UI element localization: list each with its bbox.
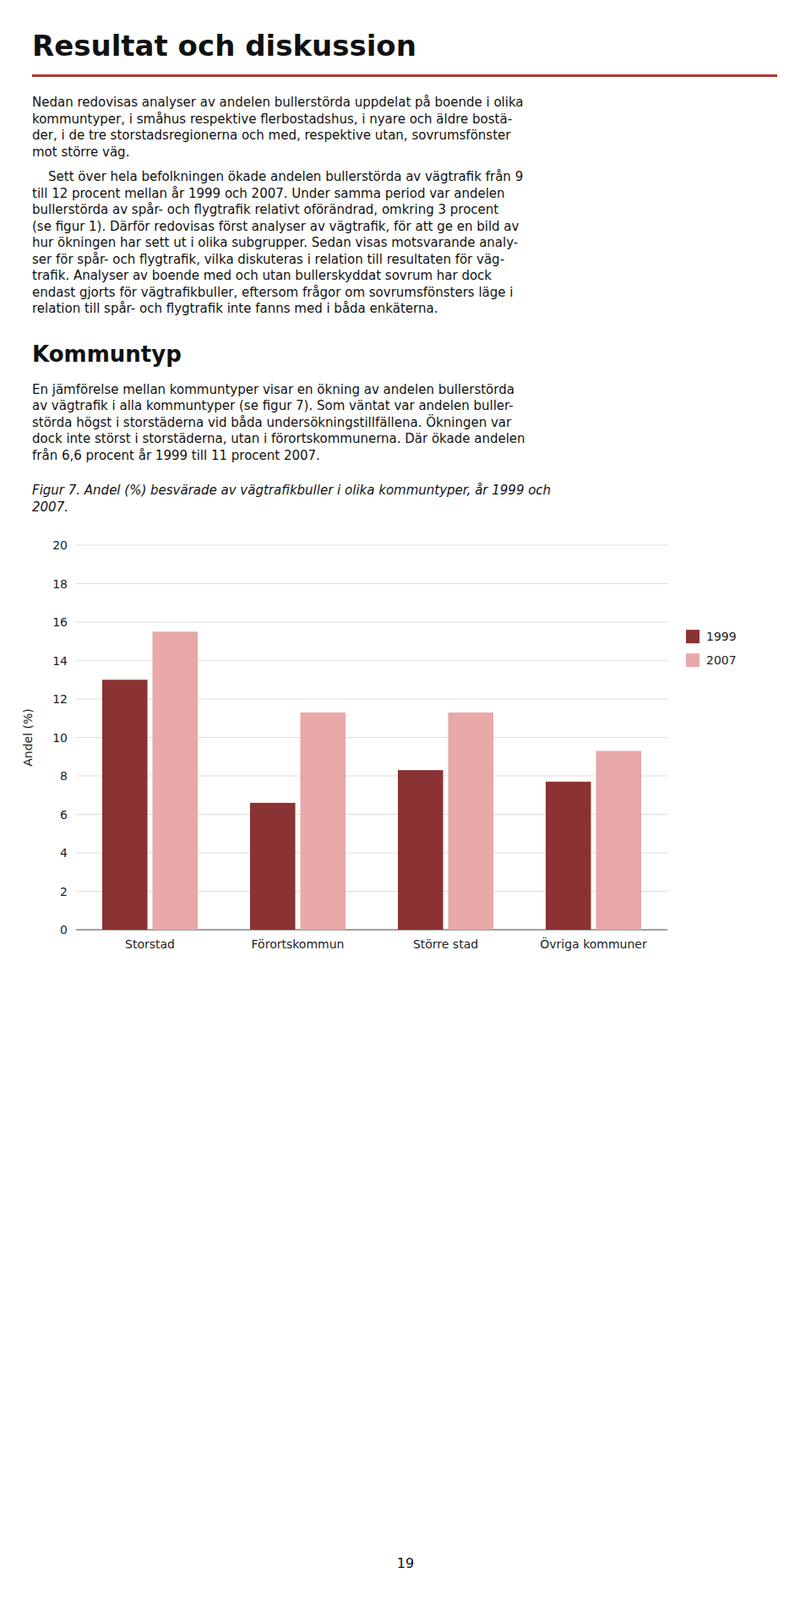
paragraph-line: ser för spår- och flygtrafik, vilka disk… <box>32 251 505 269</box>
y-tick-label: 8 <box>59 768 68 783</box>
grid-line <box>76 621 668 623</box>
bar <box>397 769 444 930</box>
bar <box>595 750 642 930</box>
legend-swatch <box>685 629 700 643</box>
bar <box>299 712 346 930</box>
title-rule <box>32 74 778 77</box>
bar <box>152 631 198 930</box>
paragraph-line: En jämförelse mellan kommuntyper visar e… <box>32 381 515 399</box>
y-tick-label: 14 <box>52 653 68 668</box>
y-axis-label: Andel (%) <box>21 707 35 767</box>
paragraph-line: (se figur 1). Därför redovisas först ana… <box>32 218 519 236</box>
y-tick-label: 18 <box>52 576 68 591</box>
x-tick-label: Större stad <box>413 936 479 951</box>
caption-line: Figur 7. Andel (%) besvärade av vägtrafi… <box>32 482 551 500</box>
y-tick-label: 12 <box>52 691 68 706</box>
y-tick-label: 20 <box>52 538 68 552</box>
grid-line <box>76 544 668 546</box>
legend-label: 1999 <box>706 629 737 643</box>
paragraph-line: mot större väg. <box>32 144 130 162</box>
y-tick-label: 4 <box>59 845 68 860</box>
y-tick-label: 16 <box>52 615 68 629</box>
paragraph-line: störda högst i storstäderna vid båda und… <box>32 414 512 432</box>
bar <box>102 679 148 930</box>
bars <box>102 631 642 930</box>
legend-label: 2007 <box>706 653 737 667</box>
page-title: Resultat och diskussion <box>32 28 417 63</box>
paragraph-line: hur ökningen har sett ut i olika subgrup… <box>32 234 518 252</box>
legend: 1999 2007 <box>685 629 737 667</box>
section-title: Kommuntyp <box>32 341 182 367</box>
y-tick-label: 2 <box>59 884 68 899</box>
paragraph-line: av vägtrafik i alla kommuntyper (se figu… <box>32 397 514 415</box>
y-tick-label: 6 <box>59 807 68 822</box>
paragraph-line: Nedan redovisas analyser av andelen bull… <box>32 94 524 112</box>
paragraph-line: bullerstörda av spår- och flygtrafik rel… <box>32 201 499 219</box>
page: { "title": "Resultat och diskussion", "p… <box>0 0 811 1600</box>
bar <box>545 781 592 930</box>
x-tick-label: Övriga kommuner <box>539 936 648 951</box>
paragraph-line: der, i de tre storstadsregionerna och me… <box>32 127 511 145</box>
bar <box>250 802 296 930</box>
paragraph-line: endast gjorts för vägtrafikbuller, efter… <box>32 284 513 302</box>
paragraph-line: Sett över hela befolkningen ökade andele… <box>32 168 523 186</box>
grid <box>76 544 668 930</box>
paragraph-line: dock inte störst i storstäderna, utan i … <box>32 430 526 448</box>
x-tick-label: Förortskommun <box>251 936 345 951</box>
y-tick-label: 0 <box>59 922 68 937</box>
legend-swatch <box>685 653 700 667</box>
page-number: 19 <box>363 1554 448 1571</box>
grid-line <box>76 582 668 584</box>
x-tick-label: Storstad <box>125 936 175 951</box>
paragraph-line: relation till spår- och flygtrafik inte … <box>32 300 438 318</box>
paragraph-line: från 6,6 procent år 1999 till 11 procent… <box>32 447 321 465</box>
bar <box>447 712 494 930</box>
paragraph-line: till 12 procent mellan år 1999 och 2007.… <box>32 185 506 203</box>
chart: 0 2 4 6 8 10 12 14 16 18 20 Andel (%) Storstad Förort… <box>0 532 811 989</box>
paragraph-line: trafik. Analyser av boende med och utan … <box>32 267 492 285</box>
paragraph-line: kommuntyper, i småhus respektive flerbos… <box>32 111 512 129</box>
caption-line: 2007. <box>32 499 69 517</box>
y-tick-label: 10 <box>52 730 68 745</box>
